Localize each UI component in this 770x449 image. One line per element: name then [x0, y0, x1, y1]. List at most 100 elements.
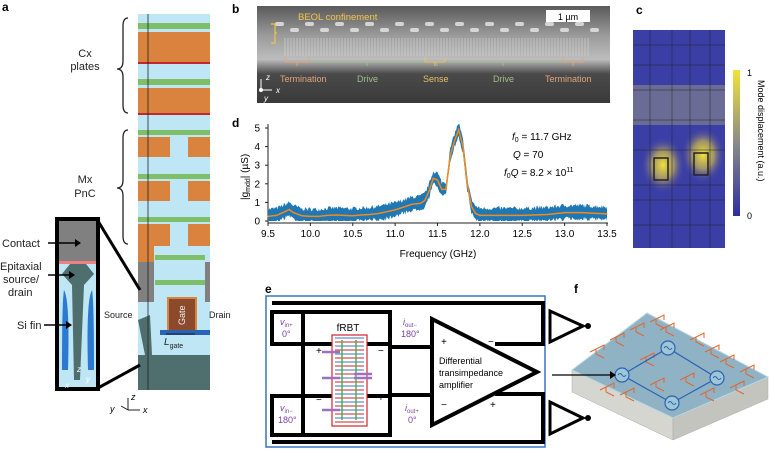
- epitaxial-label: Epitaxial: [0, 261, 42, 273]
- amp-plus-in: +: [441, 337, 447, 348]
- vin-plus-phase: 0°: [282, 329, 291, 339]
- data-point: [445, 188, 447, 190]
- amp-minus-in: −: [441, 400, 447, 411]
- x-axis-label: Frequency (GHz): [400, 249, 477, 260]
- svg-text:y: y: [109, 404, 115, 414]
- contact-label: Contact: [2, 238, 40, 250]
- vin-minus-phase: 180°: [278, 415, 297, 425]
- x-tick-label: 12.0: [470, 229, 490, 240]
- data-point: [343, 214, 345, 217]
- source-label: Source: [104, 310, 133, 320]
- scale-bar: [546, 10, 590, 22]
- data-point: [462, 146, 464, 148]
- data-point: [403, 206, 405, 208]
- annotation-f0: f0 = 11.7 GHz: [512, 132, 572, 144]
- svg-text:x: x: [275, 86, 281, 95]
- data-point: [318, 215, 320, 217]
- data-point: [424, 199, 426, 202]
- epitaxial-label-3: drain: [8, 287, 32, 299]
- inset-axis-y: y: [85, 375, 91, 384]
- colorbar-min: 0: [747, 211, 752, 221]
- data-point: [466, 183, 468, 185]
- amp-label-2: transimpedance: [439, 368, 503, 378]
- cx-bracket: [116, 17, 129, 114]
- sine-icons: [617, 346, 722, 405]
- data-point: [564, 212, 566, 214]
- frbt-label: fRBT: [337, 323, 360, 334]
- data-point: [419, 202, 422, 204]
- region-termination-right: Termination: [545, 74, 592, 84]
- data-point: [580, 212, 583, 214]
- data-point: [309, 215, 311, 217]
- data-point: [436, 179, 439, 181]
- x-tick-label: 10.5: [343, 229, 363, 240]
- axes-triad-a: z x y: [109, 392, 148, 415]
- vin-plus-label: vin+: [280, 317, 293, 329]
- panel-a: a Gate: [0, 0, 231, 415]
- panel-d: d 9.5 10.0 10.5 11.0 11.5 12.0 12.5 13.0 13.5 0 1 2…: [232, 116, 617, 260]
- scale-bar-label: 1 µm: [558, 12, 578, 22]
- colorbar-title: Mode displacement (a.u.): [756, 80, 766, 182]
- frbt-minus-in: −: [316, 395, 322, 406]
- colorbar-max: 1: [747, 68, 752, 78]
- circuit-frame: [265, 295, 546, 448]
- y-tick-label: 3: [254, 161, 260, 172]
- frbt-plus-in: +: [316, 346, 322, 357]
- data-point: [521, 214, 523, 217]
- inset-axis-z: z: [76, 365, 81, 374]
- data-point: [335, 214, 337, 216]
- iout-minus-phase: 180°: [401, 329, 420, 339]
- x-tick-label: 12.5: [513, 229, 533, 240]
- amp-label-1: Differential: [439, 356, 482, 366]
- data-point: [458, 129, 460, 131]
- routing-traces: [589, 314, 755, 402]
- mx-label: Mx: [78, 174, 93, 186]
- iout-plus-phase: 0°: [408, 415, 417, 425]
- data-point: [275, 214, 278, 217]
- lgate-label: Lgate: [164, 337, 183, 350]
- mx-label-2: PnC: [74, 188, 95, 200]
- panel-label: a: [2, 0, 9, 14]
- data-point: [441, 188, 443, 190]
- data-point: [606, 213, 608, 215]
- epitaxial-label-2: source/: [3, 274, 40, 286]
- inset-axis-x: x: [64, 381, 70, 390]
- data-point: [394, 209, 396, 211]
- data-point: [470, 205, 472, 207]
- y-tick-label: 5: [254, 124, 260, 135]
- panel-c: c 1 0 Mode displacement (a.u.): [633, 3, 766, 248]
- data-point: [386, 211, 388, 213]
- frbt-minus-out: −: [378, 346, 384, 357]
- panel-b: b BEOL confinement 1 µm Termination Driv…: [232, 2, 610, 103]
- panel-label: f: [574, 282, 579, 296]
- panel-label: c: [636, 3, 643, 17]
- frbt-plus-out: +: [378, 393, 384, 404]
- frbt-device: [322, 334, 372, 427]
- data-point: [284, 211, 286, 213]
- data-point: [547, 213, 549, 216]
- svg-text:z: z: [130, 392, 136, 402]
- annotation-f0q: f0Q = 8.2 × 1011: [504, 167, 574, 180]
- y-axis-label: |gmdd| (µS): [240, 154, 252, 200]
- data-point: [411, 203, 413, 205]
- x-tick-label: 13.5: [597, 229, 617, 240]
- y-tick-label: 4: [254, 142, 260, 153]
- si-fin-label: Si fin: [17, 320, 41, 332]
- region-drive-right: Drive: [493, 74, 514, 84]
- circuit-wires: [270, 301, 587, 444]
- svg-text:z: z: [265, 73, 270, 82]
- data-point: [449, 155, 451, 157]
- amp-minus-out: −: [488, 337, 494, 348]
- mx-bracket: [116, 129, 129, 245]
- data-point: [453, 140, 456, 142]
- data-point: [369, 213, 371, 216]
- data-point: [326, 214, 328, 217]
- drain-label: Drain: [209, 310, 231, 320]
- data-point: [288, 208, 290, 211]
- y-tick-label: 0: [254, 217, 260, 228]
- data-point: [475, 212, 477, 215]
- amp-plus-out: +: [490, 400, 496, 411]
- device-stack: Gate: [138, 14, 210, 390]
- data-point: [301, 215, 303, 217]
